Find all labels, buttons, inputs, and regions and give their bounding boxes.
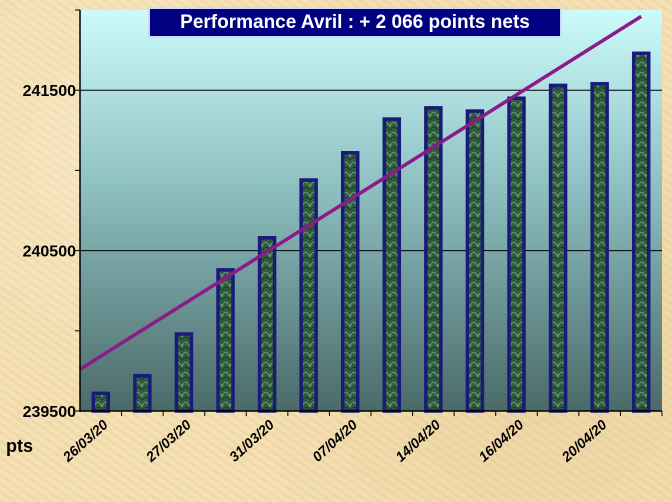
bar	[216, 268, 235, 413]
bar	[590, 82, 609, 413]
chart-title: Performance Avril : + 2 066 points nets	[148, 7, 562, 38]
x-tick-label: 07/04/20	[309, 416, 360, 464]
x-tick-label: 16/04/20	[475, 416, 526, 464]
bar	[174, 332, 194, 413]
bar	[507, 96, 526, 413]
trend-line	[79, 14, 643, 371]
x-tick-labels: 26/03/20 27/03/20 31/03/20 07/04/20 14/04/20…	[59, 416, 610, 465]
bar	[465, 109, 485, 413]
bar	[299, 178, 318, 413]
y-unit-label: pts	[6, 436, 33, 456]
x-tick-label: 27/03/20	[142, 416, 194, 465]
bar	[424, 106, 443, 413]
y-tick-labels: 239500 240500 241500	[23, 83, 76, 421]
y-tick-label: 241500	[23, 83, 76, 100]
bar	[257, 236, 277, 413]
x-tick-label: 14/04/20	[392, 416, 443, 464]
x-tick-label: 26/03/20	[59, 416, 111, 465]
y-tick-label: 239500	[23, 404, 76, 421]
x-tick-label: 31/03/20	[226, 416, 277, 464]
bar	[91, 391, 111, 413]
plot-area	[80, 10, 662, 411]
y-tick-label: 240500	[23, 244, 76, 261]
bar	[631, 51, 651, 413]
bar	[340, 151, 360, 413]
bar	[382, 117, 402, 413]
bar	[548, 83, 568, 413]
x-tick-label: 20/04/20	[558, 416, 610, 465]
bar	[133, 373, 152, 413]
